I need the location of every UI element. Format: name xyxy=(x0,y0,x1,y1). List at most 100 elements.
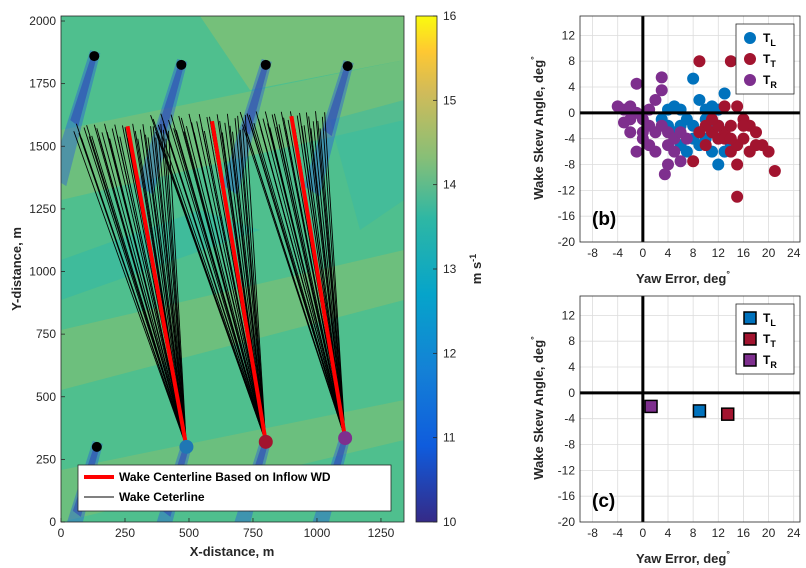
y-tick-label: 250 xyxy=(36,452,56,466)
scatter-point xyxy=(718,100,731,113)
y-tick-label: 12 xyxy=(562,28,576,42)
wake-centerline xyxy=(196,121,267,442)
turbine-marker xyxy=(338,431,353,446)
x-tick-label: -8 xyxy=(587,246,598,260)
wake-centerline xyxy=(234,118,267,442)
heatmap-frame xyxy=(60,15,405,523)
y-axis-label-b: Wake Skew Angle, deg° xyxy=(529,56,546,200)
scatter-point xyxy=(706,113,718,126)
legend-label: TR xyxy=(763,353,777,370)
x-tick-label: -4 xyxy=(612,246,623,260)
points-c xyxy=(644,399,735,421)
turbine-marker xyxy=(179,439,194,454)
scatter-point xyxy=(750,139,762,152)
x-tick-label: 20 xyxy=(762,526,776,540)
x-tick-label: 20 xyxy=(762,246,776,260)
wake-centerline xyxy=(312,121,346,439)
scatter-point xyxy=(674,155,687,168)
wake-centerline xyxy=(147,137,187,447)
turbine-marker xyxy=(91,441,102,452)
scatter-point xyxy=(618,116,630,129)
wake-centerline xyxy=(101,132,187,447)
scatter-point xyxy=(693,93,706,106)
axes-b: -8 -4 0 4 8 12 16 20 24 -20 -16 -12 -8 -4 0 4 8 12 xyxy=(558,15,801,260)
wake-centerline xyxy=(157,124,267,442)
panel-label-b: (b) xyxy=(592,209,616,230)
plot-frame xyxy=(579,15,801,243)
x-tick-label: 750 xyxy=(243,526,263,540)
y-tick-label: 4 xyxy=(568,80,575,94)
x-tick-label: -8 xyxy=(587,526,598,540)
legend-a: Wake Centerline Based on Inflow WD Wake … xyxy=(77,464,392,512)
wake-centerline xyxy=(91,135,187,447)
scatter-point xyxy=(649,93,662,106)
wake-centerline xyxy=(155,137,187,447)
colorbar-tick-label: 13 xyxy=(443,262,457,276)
legend-swatch xyxy=(743,332,757,346)
legend-swatch xyxy=(744,32,756,44)
turbine-marker xyxy=(258,434,273,449)
x-tick-label: 1250 xyxy=(368,526,395,540)
wake-skew-scatter-b: -8 -4 0 4 8 12 16 20 24 -20 -16 -12 -8 -4 0 4 8 12 (b) Ya… xyxy=(529,15,801,286)
legend-swatch xyxy=(744,74,756,86)
x-tick-label: 12 xyxy=(712,526,726,540)
legend-swatch xyxy=(743,353,757,367)
legend-label: TR xyxy=(763,73,777,90)
y-tick-label: -20 xyxy=(558,235,576,249)
colorbar-tick-label: 14 xyxy=(443,178,457,192)
x-tick-label: 1000 xyxy=(304,526,331,540)
wake-centerline xyxy=(244,114,267,442)
colorbar-tick-label: 16 xyxy=(443,9,457,23)
y-tick-label: 1000 xyxy=(29,265,56,279)
wake-centerline xyxy=(310,128,346,439)
x-axis-label-b: Yaw Error, deg° xyxy=(636,269,730,286)
wake-centerline xyxy=(98,138,187,447)
x-tick-label: 16 xyxy=(737,246,751,260)
y-tick-label: 0 xyxy=(568,386,575,400)
legend-label: TL xyxy=(763,31,776,48)
y-tick-label: 1750 xyxy=(29,77,56,91)
scatter-point xyxy=(718,87,731,100)
wake-centerline xyxy=(155,131,267,442)
turbine-marker xyxy=(89,51,100,62)
colorbar-tick-label: 12 xyxy=(443,346,457,360)
y-tick-label: 12 xyxy=(562,308,576,322)
y-tick-label: -8 xyxy=(564,158,575,172)
legend-b: TL TT TR xyxy=(735,23,795,95)
wake-centerline xyxy=(276,126,346,439)
x-tick-label: 16 xyxy=(737,526,751,540)
wake-streak xyxy=(61,50,101,187)
wind-field-panel: 0 250 500 750 1000 1250 0 250 500 750 1000 1250 1500… xyxy=(9,9,484,559)
legend-swatch xyxy=(744,53,756,65)
legend-swatch xyxy=(743,311,757,325)
scatter-point xyxy=(762,145,775,158)
wake-centerline xyxy=(168,130,187,447)
legend-label: TT xyxy=(763,52,776,69)
wake-centerline xyxy=(269,127,346,439)
x-tick-label: 0 xyxy=(640,526,647,540)
x-tick-label: 500 xyxy=(179,526,199,540)
legend-c: TL TT TR xyxy=(735,303,795,375)
wake-centerline xyxy=(109,138,187,447)
scatter-point xyxy=(630,77,643,90)
scatter-point xyxy=(655,71,668,84)
legend-label: TT xyxy=(763,332,776,349)
y-tick-label: -16 xyxy=(558,209,576,223)
wake-centerline xyxy=(81,138,187,447)
y-tick-label: 4 xyxy=(568,360,575,374)
axes-c: -8 -4 0 4 8 12 16 20 24 -20 -16 -12 -8 -4 0 4 8 12 xyxy=(558,295,801,540)
wake-centerline xyxy=(232,131,267,442)
x-tick-label: -4 xyxy=(612,526,623,540)
colorbar-label: m s-1 xyxy=(468,254,484,284)
scatter-point xyxy=(687,72,700,85)
y-tick-label: -12 xyxy=(558,463,576,477)
scatter-point xyxy=(680,145,693,158)
y-tick-label: 1500 xyxy=(29,139,56,153)
turbine-marker xyxy=(260,59,271,70)
wake-centerline xyxy=(111,128,187,447)
scatter-point xyxy=(693,55,706,68)
wake-centerline xyxy=(193,132,267,442)
wake-centerline xyxy=(253,122,346,439)
y-tick-label: 0 xyxy=(568,106,575,120)
